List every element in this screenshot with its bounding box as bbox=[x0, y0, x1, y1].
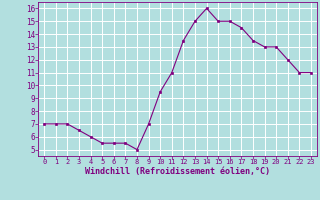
X-axis label: Windchill (Refroidissement éolien,°C): Windchill (Refroidissement éolien,°C) bbox=[85, 167, 270, 176]
